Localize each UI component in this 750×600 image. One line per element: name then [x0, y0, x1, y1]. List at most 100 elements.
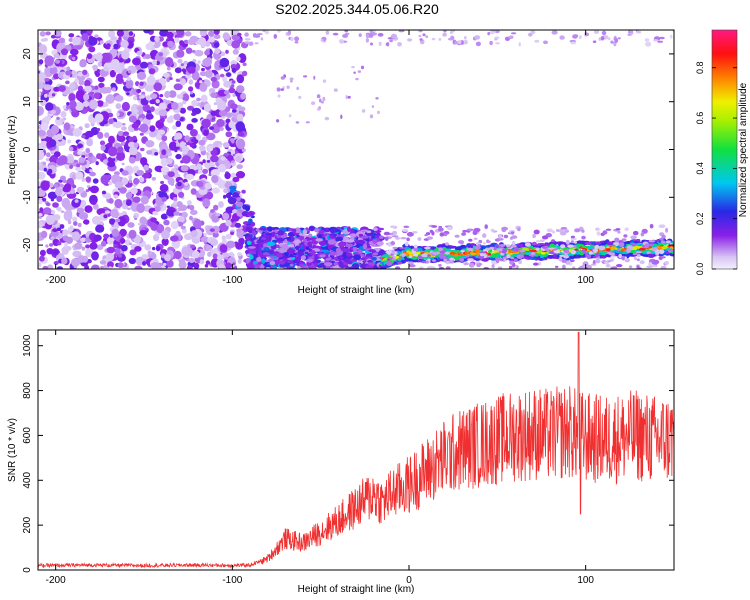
spectrogram-mark: [56, 195, 63, 202]
spectrogram-mark: [407, 38, 413, 42]
spectrogram-mark: [86, 30, 93, 35]
spectrogram-mark: [122, 81, 127, 85]
spectrogram-mark: [609, 258, 615, 261]
spectrogram-mark: [417, 237, 422, 241]
spectrogram-mark: [345, 239, 355, 243]
spectrogram-mark: [93, 203, 99, 210]
spectrogram-mark: [226, 154, 234, 161]
spectrogram-mark: [101, 190, 107, 195]
spectrogram-mark: [426, 236, 433, 240]
spectrogram-mark: [276, 87, 281, 92]
spectrogram-mark: [38, 106, 44, 116]
spectrogram-mark: [358, 33, 362, 37]
spectrogram-mark: [121, 101, 130, 112]
spectrogram-mark: [368, 249, 376, 253]
spectrogram-mark: [133, 142, 139, 148]
spectrogram-mark: [213, 247, 219, 253]
spectrogram-mark: [171, 102, 179, 110]
spectrogram-mark: [42, 265, 49, 269]
spectrogram-mark: [295, 256, 302, 262]
spectrogram-mark: [595, 241, 602, 245]
spectrogram-mark: [254, 42, 259, 45]
spectrogram-x-tick-label: 0: [406, 275, 412, 286]
snr-x-tick-label: 100: [577, 575, 594, 586]
spectrogram-mark: [365, 265, 371, 269]
spectrogram-mark: [146, 75, 156, 86]
spectrogram-mark: [235, 242, 244, 250]
spectrogram-mark: [227, 196, 237, 205]
spectrogram-mark: [213, 42, 220, 48]
spectrogram-mark: [95, 53, 103, 62]
spectrogram-mark: [66, 105, 71, 110]
spectrogram-mark: [49, 66, 58, 75]
spectrogram-mark: [62, 235, 69, 242]
spectrogram-mark: [222, 212, 230, 221]
spectrogram-mark: [197, 181, 204, 188]
spectrogram-mark: [235, 121, 245, 132]
spectrogram-mark: [173, 250, 182, 260]
spectrogram-mark: [509, 236, 514, 240]
spectrogram-mark: [244, 32, 249, 37]
spectrogram-mark: [371, 232, 376, 238]
spectrogram-mark: [611, 266, 618, 269]
spectrogram-mark: [523, 256, 529, 259]
spectrogram-mark: [276, 252, 283, 258]
spectrogram-mark: [211, 187, 220, 194]
spectrogram-mark: [632, 230, 639, 236]
spectrogram-mark: [158, 102, 167, 111]
spectrogram-mark: [225, 219, 232, 227]
spectrogram-mark: [478, 239, 483, 244]
spectrogram-mark: [88, 36, 98, 46]
spectrogram-mark: [357, 249, 363, 255]
spectrogram-mark: [56, 266, 64, 269]
spectrogram-mark: [667, 250, 673, 253]
spectrogram-mark: [197, 37, 207, 46]
spectrogram-mark: [642, 254, 649, 257]
spectrogram-mark: [190, 188, 197, 195]
spectrogram-mark: [85, 244, 90, 249]
spectrogram-mark: [128, 115, 137, 123]
spectrogram-mark: [71, 174, 77, 180]
spectrogram-mark: [140, 195, 149, 205]
spectrogram-mark: [658, 224, 666, 228]
spectrogram-mark: [232, 93, 236, 98]
spectrogram-mark: [187, 247, 193, 252]
spectrogram-mark: [618, 253, 622, 259]
spectrogram-mark: [461, 256, 468, 259]
spectrogram-mark: [248, 246, 256, 249]
spectrogram-mark: [406, 231, 414, 237]
spectrogram-mark: [124, 33, 129, 37]
spectrogram-mark: [105, 94, 115, 104]
spectrogram-mark: [38, 59, 44, 65]
spectrogram-mark: [155, 223, 165, 234]
spectrogram-mark: [38, 221, 43, 229]
spectrogram-mark: [543, 243, 550, 247]
spectrogram-mark: [38, 72, 47, 83]
spectrogram-mark: [47, 168, 53, 175]
snr-x-ticks: -200 -100 0 100: [46, 330, 594, 586]
spectrogram-mark: [588, 251, 594, 255]
spectrogram-mark: [191, 250, 200, 259]
spectrogram-mark: [573, 241, 578, 244]
spectrogram-mark: [141, 254, 149, 260]
spectrogram-mark: [61, 197, 71, 209]
spectrogram-mark: [106, 142, 113, 148]
spectrogram-x-tick-label: 100: [577, 275, 594, 286]
spectrogram-mark: [258, 227, 267, 231]
spectrogram-mark: [128, 179, 133, 183]
spectrogram-mark: [236, 164, 243, 170]
spectrogram-mark: [310, 250, 316, 256]
figure-title: S202.2025.344.05.06.R20: [275, 1, 439, 17]
spectrogram-mark: [110, 58, 120, 70]
spectrogram-mark: [615, 228, 621, 231]
spectrogram-mark: [245, 257, 251, 263]
spectrogram-mark: [342, 33, 349, 38]
spectrogram-mark: [298, 235, 305, 241]
spectrogram-mark: [199, 80, 203, 84]
spectrogram-mark: [460, 250, 465, 253]
spectrogram-mark: [246, 240, 252, 245]
spectrogram-mark: [582, 261, 589, 267]
spectrogram-mark: [241, 70, 248, 77]
spectrogram-mark: [185, 173, 195, 180]
spectrogram-mark: [149, 93, 158, 99]
